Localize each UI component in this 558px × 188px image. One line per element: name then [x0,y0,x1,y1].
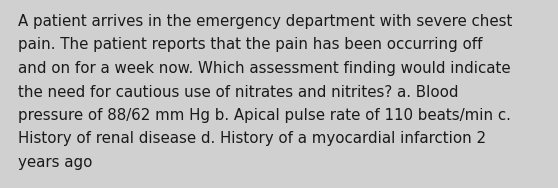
Text: pressure of 88/62 mm Hg b. Apical pulse rate of 110 beats/min c.: pressure of 88/62 mm Hg b. Apical pulse … [18,108,511,123]
Text: pain. The patient reports that the pain has been occurring off: pain. The patient reports that the pain … [18,37,483,52]
Text: the need for cautious use of nitrates and nitrites? a. Blood: the need for cautious use of nitrates an… [18,84,459,99]
Text: History of renal disease d. History of a myocardial infarction 2: History of renal disease d. History of a… [18,131,486,146]
Text: A patient arrives in the emergency department with severe chest: A patient arrives in the emergency depar… [18,14,512,29]
Text: and on for a week now. Which assessment finding would indicate: and on for a week now. Which assessment … [18,61,511,76]
Text: years ago: years ago [18,155,93,170]
